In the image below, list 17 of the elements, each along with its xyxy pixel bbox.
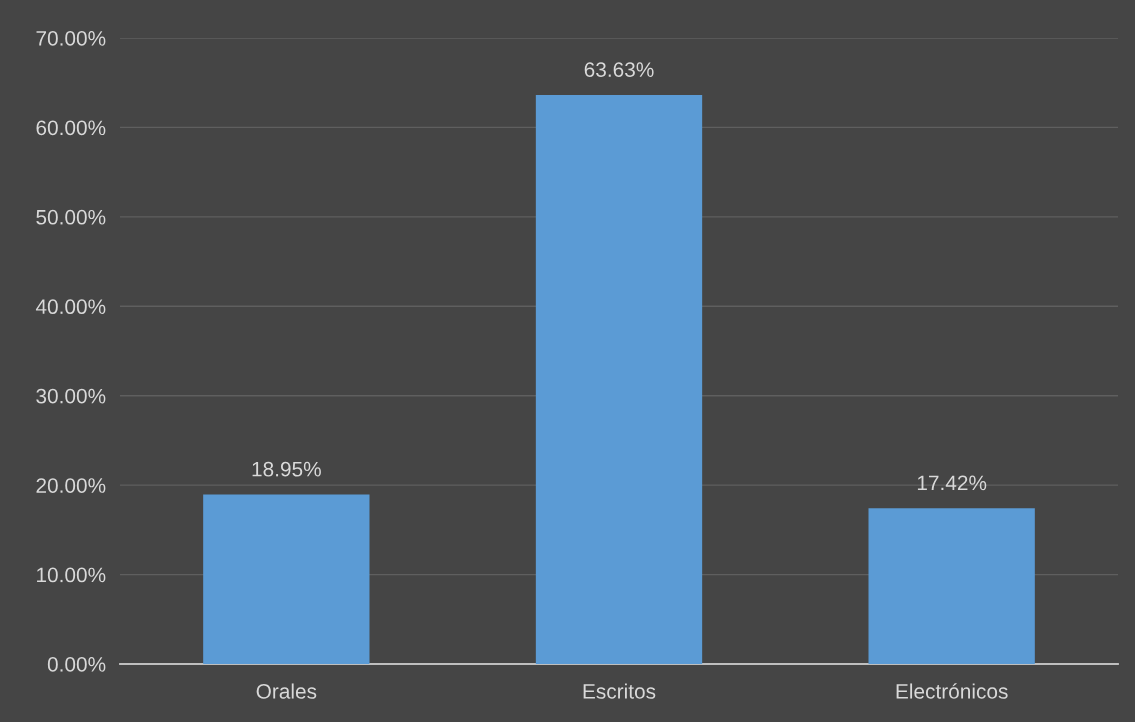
y-tick-label: 60.00%: [36, 120, 106, 136]
y-tick-label: 20.00%: [36, 478, 106, 493]
y-tick-label: 50.00%: [36, 209, 106, 225]
bar: [203, 494, 370, 664]
x-tick-label: Orales: [256, 683, 317, 699]
y-tick-label: 30.00%: [36, 388, 106, 404]
x-tick-label: Escritos: [583, 683, 656, 699]
y-tick-label: 0.00%: [47, 657, 106, 672]
data-label: 18.95%: [252, 461, 321, 477]
data-label: 63.63%: [584, 62, 654, 77]
bar: [868, 508, 1035, 664]
y-tick-label: 70.00%: [36, 31, 106, 46]
bar: [535, 94, 703, 664]
y-tick-label: 40.00%: [35, 299, 106, 315]
x-tick-label: Electrónicos: [896, 683, 1008, 699]
data-label: 17.42%: [917, 475, 987, 491]
y-tick-label: 10.00%: [37, 567, 106, 583]
